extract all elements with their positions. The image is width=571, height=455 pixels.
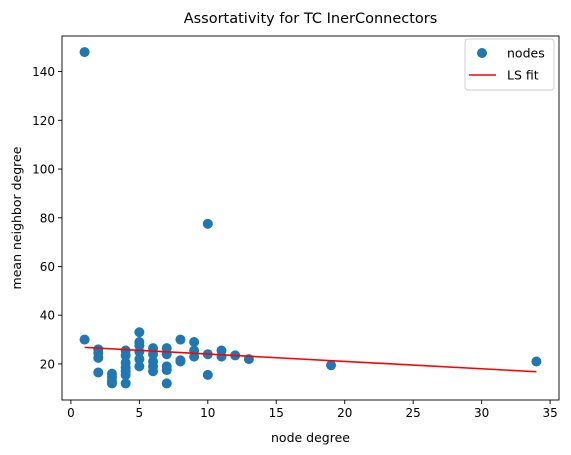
data-point	[93, 367, 103, 377]
data-point	[203, 219, 213, 229]
y-tick-label: 20	[40, 357, 55, 371]
x-tick-label: 5	[136, 406, 144, 420]
y-axis-label: mean neighbor degree	[9, 146, 24, 289]
y-tick-label: 60	[40, 260, 55, 274]
data-point	[134, 327, 144, 337]
data-point	[121, 378, 131, 388]
legend-label-nodes: nodes	[507, 46, 545, 61]
y-tick-label: 100	[32, 163, 55, 177]
y-tick-label: 40	[40, 309, 55, 323]
chart-title: Assortativity for TC InerConnectors	[184, 11, 438, 27]
data-point	[134, 361, 144, 371]
data-point	[162, 349, 172, 359]
x-tick-label: 15	[269, 406, 284, 420]
x-tick-label: 20	[337, 406, 352, 420]
legend-label-ls-fit: LS fit	[507, 68, 539, 83]
y-tick-label: 120	[32, 114, 55, 128]
data-point	[121, 370, 131, 380]
x-tick-label: 25	[406, 406, 421, 420]
x-tick-label: 10	[200, 406, 215, 420]
x-axis-label: node degree	[271, 430, 350, 445]
data-point	[531, 357, 541, 367]
data-point	[217, 352, 227, 362]
y-tick-label: 80	[40, 211, 55, 225]
data-point	[203, 370, 213, 380]
data-point	[80, 335, 90, 345]
x-tick-label: 30	[474, 406, 489, 420]
data-point	[80, 47, 90, 57]
x-tick-label: 35	[542, 406, 557, 420]
data-point	[93, 353, 103, 363]
data-point	[148, 366, 158, 376]
data-point	[189, 337, 199, 347]
data-point	[175, 357, 185, 367]
x-tick-label: 0	[67, 406, 75, 420]
legend: nodes LS fit	[465, 39, 554, 90]
data-point	[107, 378, 117, 388]
data-point	[175, 335, 185, 345]
y-tick-label: 140	[32, 65, 55, 79]
data-point	[162, 365, 172, 375]
data-point	[162, 378, 172, 388]
data-point	[326, 360, 336, 370]
legend-marker-nodes	[477, 48, 487, 58]
